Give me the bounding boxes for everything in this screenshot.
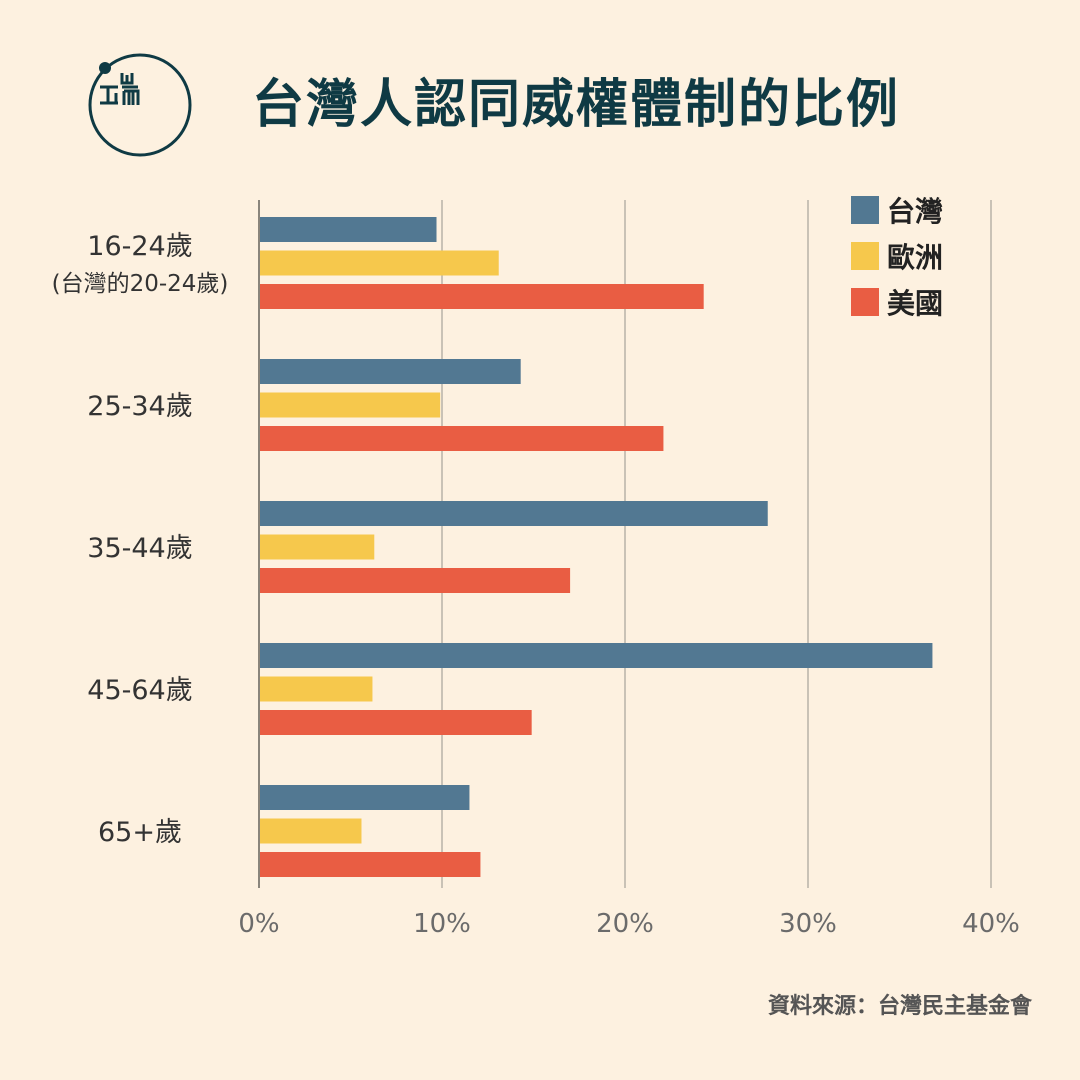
legend-label: 歐洲 bbox=[887, 241, 943, 274]
x-tick-label: 0% bbox=[238, 909, 279, 939]
bar-taiwan bbox=[259, 359, 521, 384]
source-note: 資料來源：台灣民主基金會 bbox=[767, 994, 1032, 1019]
category-sublabel: (台灣的20-24歲) bbox=[52, 271, 229, 297]
x-tick-label: 20% bbox=[596, 909, 654, 939]
bar-europe bbox=[259, 392, 441, 418]
bar-usa bbox=[259, 852, 481, 877]
legend-label: 台灣 bbox=[887, 195, 943, 228]
legend-label: 美國 bbox=[887, 287, 943, 320]
bar-usa bbox=[259, 426, 664, 451]
category-label: 65+歲 bbox=[98, 817, 182, 848]
legend-swatch bbox=[851, 196, 879, 224]
category-label: 16-24歲 bbox=[87, 231, 192, 262]
bar-taiwan bbox=[259, 785, 470, 810]
legend-swatch bbox=[851, 242, 879, 270]
bars bbox=[259, 217, 933, 877]
tick-labels: 0% 10% 20% 30% 40% bbox=[238, 909, 1020, 939]
bar-europe bbox=[259, 818, 362, 844]
x-tick-label: 10% bbox=[413, 909, 471, 939]
bar-europe bbox=[259, 676, 373, 702]
category-label: 35-44歲 bbox=[87, 533, 192, 564]
x-tick-label: 40% bbox=[962, 909, 1020, 939]
category-labels: 16-24歲 (台灣的20-24歲) 25-34歲 35-44歲 45-64歲 65+歲 bbox=[52, 231, 229, 848]
bar-europe bbox=[259, 534, 375, 560]
page-title: 台灣人認同威權體制的比例 bbox=[252, 75, 901, 135]
bar-taiwan bbox=[259, 643, 933, 668]
bar-europe bbox=[259, 250, 499, 276]
x-tick-label: 30% bbox=[779, 909, 837, 939]
bar-taiwan bbox=[259, 501, 768, 526]
bar-usa bbox=[259, 284, 704, 309]
category-label: 25-34歲 bbox=[87, 391, 192, 422]
bar-usa bbox=[259, 710, 532, 735]
bar-taiwan bbox=[259, 217, 437, 242]
bar-usa bbox=[259, 568, 571, 593]
gridlines bbox=[441, 200, 992, 888]
category-label: 45-64歲 bbox=[87, 675, 192, 706]
legend-swatch bbox=[851, 288, 879, 316]
logo-icon bbox=[88, 53, 192, 157]
